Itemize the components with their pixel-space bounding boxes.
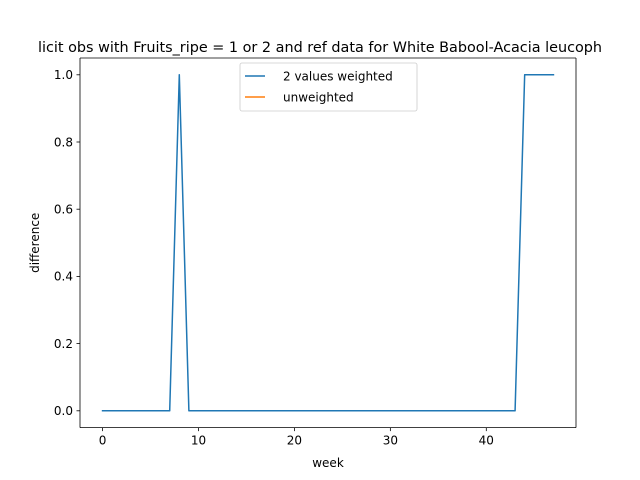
legend-box bbox=[239, 62, 418, 112]
x-tick-label: 30 bbox=[383, 434, 398, 448]
x-tick-label: 20 bbox=[287, 434, 302, 448]
legend-label-weighted: 2 values weighted bbox=[283, 70, 393, 84]
x-axis-ticks: 0 10 20 30 40 bbox=[99, 427, 494, 448]
y-tick-label: 1.0 bbox=[54, 68, 73, 82]
y-axis-ticks: 0.0 0.2 0.4 0.6 0.8 1.0 bbox=[54, 68, 80, 418]
y-tick-label: 0.6 bbox=[54, 203, 73, 217]
series-layer bbox=[101, 74, 555, 412]
chart-title: licit obs with Fruits_ripe = 1 or 2 and … bbox=[38, 40, 602, 56]
x-tick-label: 0 bbox=[99, 434, 107, 448]
series-line-weighted bbox=[101, 74, 555, 412]
legend-label-unweighted: unweighted bbox=[283, 91, 354, 105]
y-axis-label: difference bbox=[28, 213, 42, 273]
plot-area bbox=[80, 58, 576, 428]
y-tick-label: 0.0 bbox=[54, 404, 73, 418]
y-tick-label: 0.8 bbox=[54, 135, 73, 149]
y-tick-label: 0.4 bbox=[54, 270, 73, 284]
y-tick-label: 0.2 bbox=[54, 337, 73, 351]
legend: 2 values weighted unweighted bbox=[239, 62, 418, 112]
axes-frame bbox=[79, 57, 577, 429]
x-tick-label: 40 bbox=[479, 434, 494, 448]
x-tick-label: 10 bbox=[191, 434, 206, 448]
x-axis-label: week bbox=[312, 456, 344, 470]
